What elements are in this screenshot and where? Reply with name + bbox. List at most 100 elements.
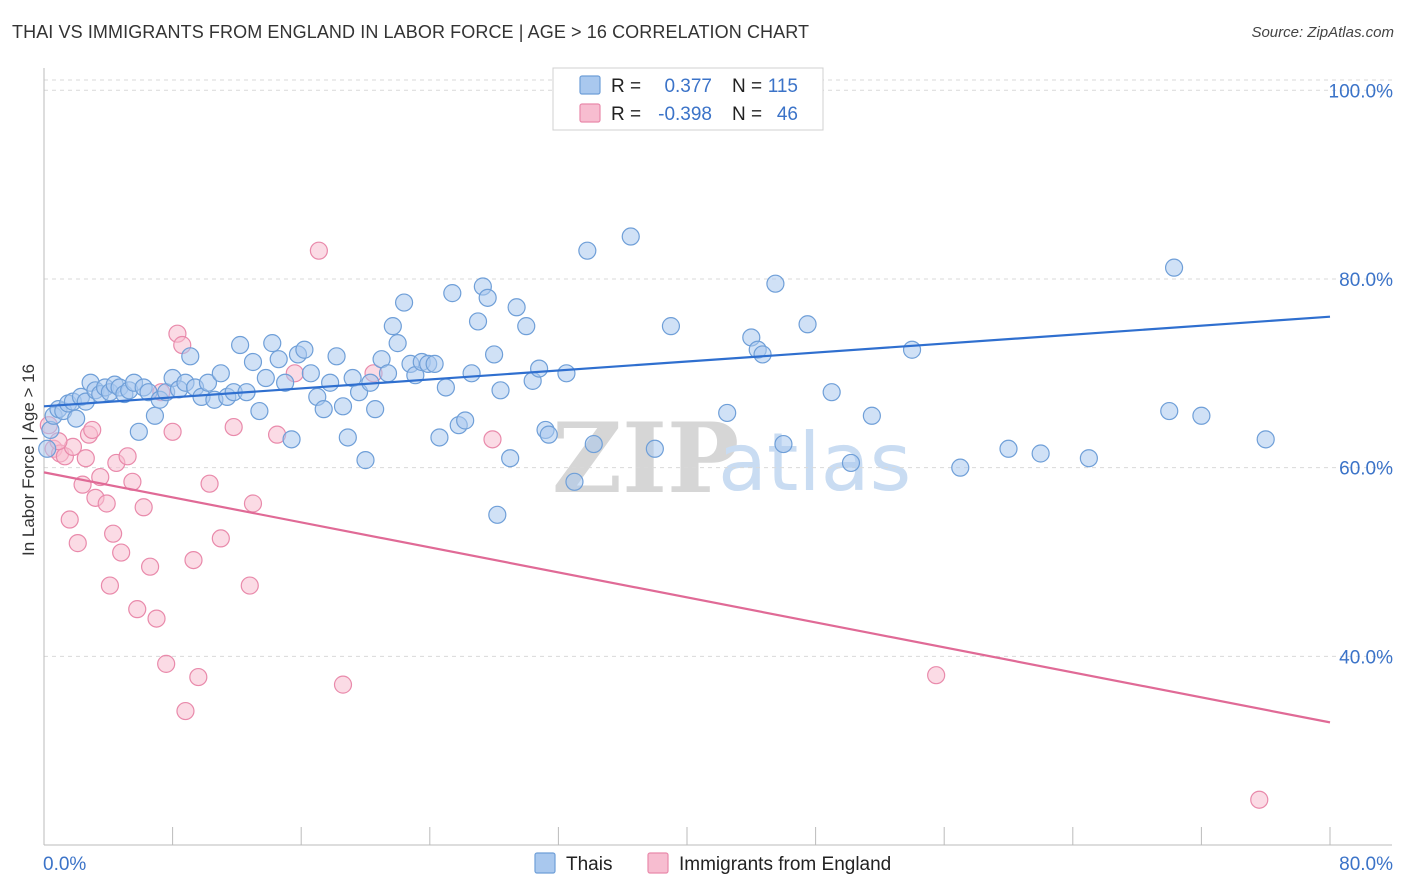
legend-swatch-thais	[579, 75, 601, 95]
thai-point	[243, 352, 263, 372]
thai-point	[211, 364, 230, 383]
legend-n-label: N =	[732, 104, 762, 125]
england-point	[91, 467, 110, 487]
thai-point	[491, 381, 510, 400]
bottom-legend-england: Immigrants from England	[679, 854, 891, 875]
thai-point	[338, 428, 357, 447]
thai-point	[67, 409, 86, 428]
thai-point	[388, 334, 407, 353]
thai-point	[378, 364, 398, 383]
thai-point	[1192, 406, 1211, 425]
thai-point	[798, 315, 817, 334]
thai-trend-line	[43, 315, 1331, 408]
england-points	[39, 241, 1269, 809]
thai-point	[295, 340, 314, 359]
thai-point	[366, 400, 385, 419]
thai-point	[507, 298, 526, 317]
legend-swatch-england	[579, 103, 601, 123]
england-point	[140, 557, 160, 576]
thai-point	[256, 368, 275, 388]
thai-point	[314, 400, 333, 419]
thai-point	[394, 293, 414, 312]
thai-point	[557, 364, 576, 383]
thai-point	[578, 241, 597, 260]
thai-point	[181, 347, 200, 366]
england-point	[76, 449, 95, 468]
england-point	[211, 529, 230, 548]
thai-point	[425, 354, 444, 373]
thai-point	[718, 403, 737, 423]
thai-point	[282, 430, 301, 449]
y-tick-labels: 40.0% 60.0% 80.0% 100.0%	[1329, 81, 1394, 668]
england-point	[83, 420, 102, 440]
england-point	[309, 241, 328, 260]
thai-point	[951, 458, 970, 477]
thai-point	[269, 350, 288, 369]
thai-point	[198, 373, 218, 392]
correlation-legend: R = 0.377 N = 115 R = -0.398 N = 46	[552, 67, 824, 131]
source-credit: Source: ZipAtlas.com	[1251, 24, 1394, 41]
england-point	[100, 576, 120, 595]
trend-lines	[43, 315, 1331, 724]
thai-point	[263, 334, 282, 353]
england-point	[163, 422, 182, 441]
thai-point	[436, 378, 455, 397]
legend-n-label: N =	[732, 76, 762, 97]
thai-point	[1079, 449, 1098, 468]
thai-point	[999, 439, 1018, 458]
watermark-atlas: atlas	[718, 416, 911, 509]
thai-point	[356, 451, 375, 470]
x-tick-label: 80.0%	[1339, 854, 1393, 875]
england-point	[1250, 790, 1269, 809]
thai-point	[841, 453, 861, 473]
england-point	[60, 510, 79, 529]
thai-point	[565, 472, 584, 491]
thai-point	[430, 428, 449, 447]
thai-point	[661, 317, 681, 336]
y-axis-label: In Labor Force | Age > 16	[19, 364, 38, 556]
thai-point	[478, 288, 497, 307]
thai-point	[501, 449, 520, 468]
england-point	[224, 417, 243, 437]
thai-point	[383, 317, 402, 336]
bottom-legend-swatch-england	[647, 852, 669, 874]
y-tick-label: 100.0%	[1329, 81, 1394, 102]
england-point	[118, 447, 137, 466]
thai-points	[38, 227, 1275, 524]
england-point	[333, 675, 353, 694]
legend-r-label: R =	[611, 76, 641, 97]
thai-point	[468, 312, 488, 331]
y-tick-label: 40.0%	[1339, 647, 1393, 668]
thai-point	[456, 411, 475, 430]
bottom-legend-swatch-thais	[534, 852, 556, 874]
thai-point	[145, 406, 165, 425]
england-point	[128, 600, 147, 619]
grid-lines	[44, 79, 1392, 657]
legend-r-label: R =	[611, 104, 641, 125]
thai-point	[766, 274, 785, 293]
england-point	[112, 543, 131, 562]
england-point	[134, 498, 153, 517]
thai-point	[539, 425, 558, 444]
watermark-zip: ZIP	[552, 402, 739, 515]
thai-point	[462, 364, 481, 383]
thai-point	[517, 317, 536, 336]
england-point	[184, 551, 203, 570]
england-point	[97, 494, 116, 513]
legend-n-value: 46	[777, 104, 798, 125]
thai-point	[822, 383, 841, 402]
thai-point	[301, 364, 320, 383]
england-point	[483, 430, 502, 449]
thai-point	[38, 439, 57, 458]
y-tick-label: 80.0%	[1339, 270, 1393, 291]
legend-r-value: 0.377	[664, 76, 712, 97]
thai-point	[1031, 444, 1050, 463]
thai-point	[774, 434, 793, 454]
thai-point	[621, 227, 640, 246]
bottom-legend-thais: Thais	[566, 854, 612, 875]
england-point	[147, 609, 166, 628]
thai-point	[333, 397, 353, 416]
thai-point	[530, 359, 549, 378]
thai-point	[327, 347, 346, 366]
